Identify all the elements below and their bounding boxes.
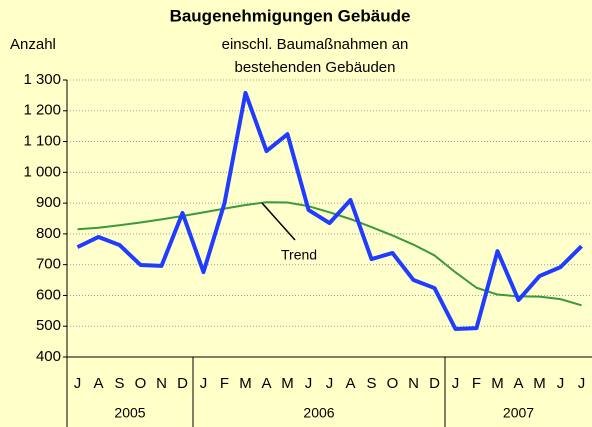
y-tick-label: 600 bbox=[36, 286, 61, 303]
x-tick-label: F bbox=[472, 375, 481, 392]
y-tick-label: 800 bbox=[36, 225, 61, 242]
x-tick-label: A bbox=[93, 375, 103, 392]
y-tick-label: 500 bbox=[36, 317, 61, 334]
x-tick-label: J bbox=[557, 375, 565, 392]
y-tick-label: 1 100 bbox=[23, 133, 61, 150]
year-label: 2005 bbox=[114, 405, 145, 421]
y-tick-label: 400 bbox=[36, 348, 61, 365]
x-tick-label: A bbox=[513, 375, 523, 392]
x-tick-label: J bbox=[305, 375, 313, 392]
chart-title: Baugenehmigungen Gebäude bbox=[170, 6, 411, 25]
x-tick-label: N bbox=[408, 375, 419, 392]
y-tick-label: 900 bbox=[36, 194, 61, 211]
x-tick-label: S bbox=[114, 375, 124, 392]
plot-area bbox=[67, 80, 592, 357]
y-tick-label: 1 200 bbox=[23, 102, 61, 119]
y-axis-label: Anzahl bbox=[10, 36, 56, 53]
annotation-pointer bbox=[261, 202, 296, 241]
x-tick-label: N bbox=[156, 375, 167, 392]
x-tick-label: D bbox=[429, 375, 440, 392]
x-tick-label: O bbox=[135, 375, 147, 392]
subtitle: bestehenden Gebäuden bbox=[235, 59, 396, 76]
subtitle: einschl. Baumaßnahmen an bbox=[222, 36, 409, 53]
x-tick-label: F bbox=[220, 375, 229, 392]
x-tick-label: M bbox=[239, 375, 252, 392]
x-tick-label: J bbox=[326, 375, 334, 392]
x-tick-label: M bbox=[533, 375, 546, 392]
series-line bbox=[76, 90, 583, 331]
x-tick-label: J bbox=[74, 375, 82, 392]
x-tick-label: D bbox=[177, 375, 188, 392]
x-tick-label: M bbox=[491, 375, 504, 392]
year-label: 2007 bbox=[503, 405, 534, 421]
x-tick-label: S bbox=[366, 375, 376, 392]
series-line bbox=[77, 201, 582, 307]
x-tick-label: A bbox=[345, 375, 355, 392]
x-tick-label: A bbox=[261, 375, 271, 392]
x-tick-label: J bbox=[578, 375, 586, 392]
x-tick-label: J bbox=[452, 375, 460, 392]
y-tick-label: 1 000 bbox=[23, 163, 61, 180]
y-tick-label: 700 bbox=[36, 256, 61, 273]
x-tick-label: O bbox=[387, 375, 399, 392]
year-label: 2006 bbox=[303, 405, 334, 421]
annotation: Trend bbox=[281, 247, 317, 263]
x-tick-label: M bbox=[281, 375, 294, 392]
x-tick-label: J bbox=[200, 375, 208, 392]
y-tick-label: 1 300 bbox=[23, 71, 61, 88]
